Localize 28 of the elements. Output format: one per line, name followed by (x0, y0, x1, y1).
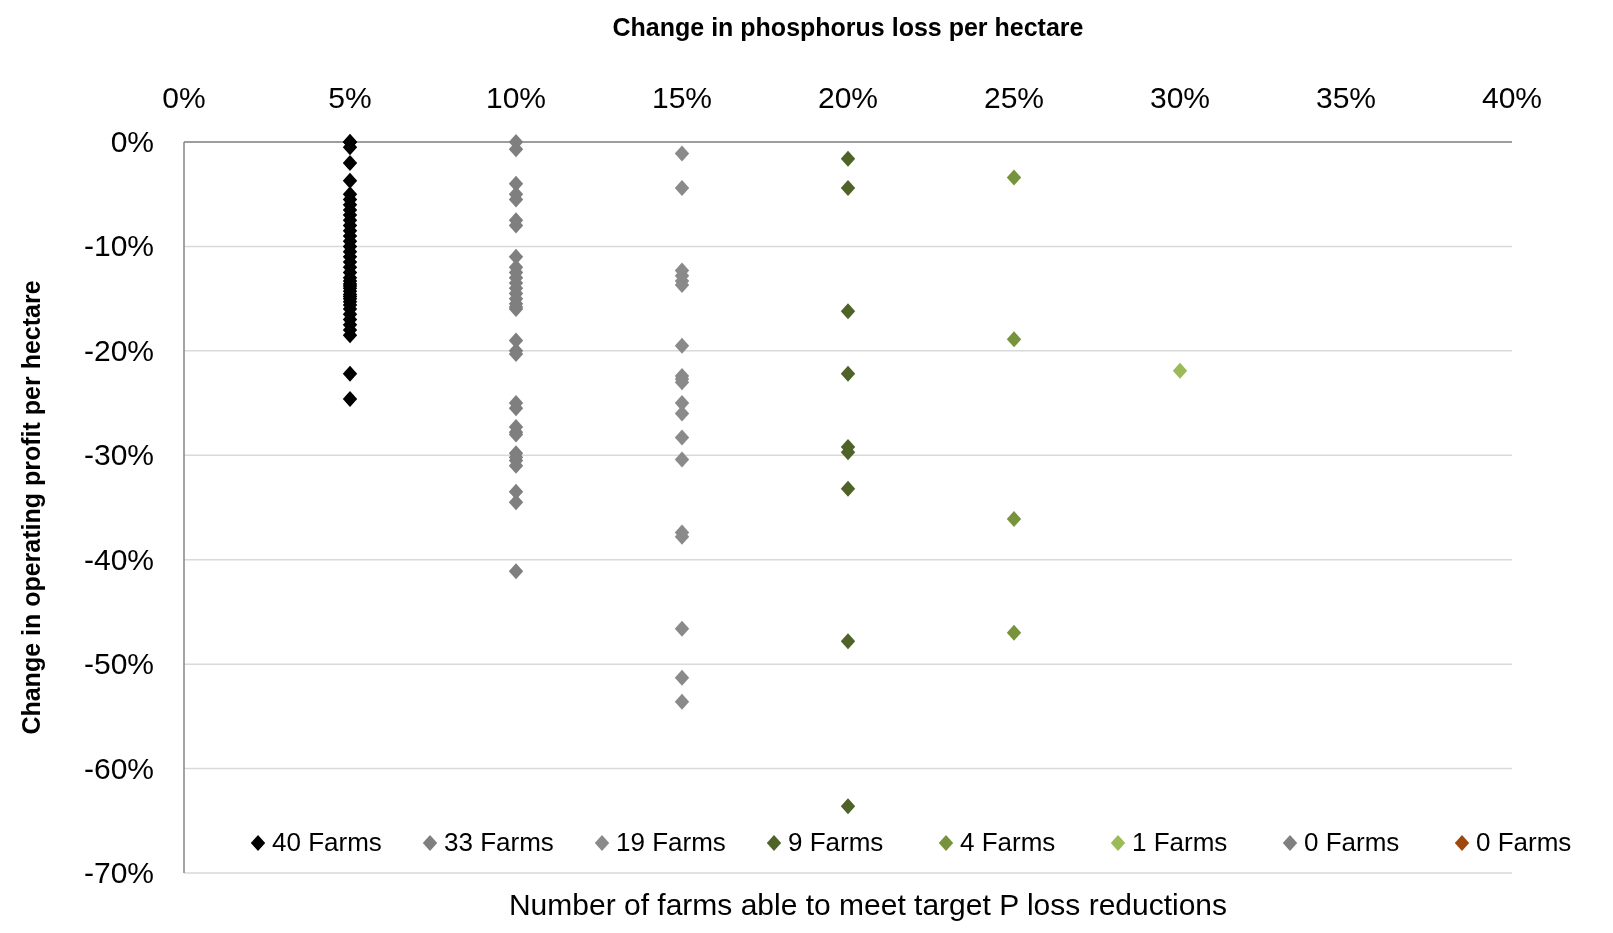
x-tick-label: 40% (1481, 81, 1543, 114)
y-tick-label: -50% (83, 647, 154, 681)
legend-label: 4 Farms (960, 827, 1056, 857)
x-tick-label: 35% (1315, 81, 1377, 114)
y-tick-label: -30% (83, 438, 154, 472)
x-tick-label: 20% (817, 81, 879, 114)
x-tick-label: 10% (485, 81, 547, 114)
y-axis-title: Change in operating profit per hectare (17, 280, 45, 735)
x-tick-label: 5% (328, 81, 372, 114)
y-tick-label: -10% (83, 229, 154, 263)
y-tick-label: 0% (110, 125, 154, 158)
y-tick-label: -70% (83, 856, 154, 889)
legend-label: 0 Farms (1476, 827, 1572, 857)
x-tick-label: 25% (983, 81, 1045, 114)
legend-label: 33 Farms (444, 827, 554, 857)
legend-label: 19 Farms (616, 827, 726, 857)
y-tick-label: -40% (83, 542, 154, 576)
x-tick-label: 30% (1149, 81, 1211, 114)
legend-label: 40 Farms (272, 827, 382, 857)
y-tick-label: -20% (83, 333, 154, 367)
x-axis-title: Change in phosphorus loss per hectare (612, 13, 1084, 41)
legend-label: 9 Farms (788, 827, 884, 857)
x-tick-label: 15% (651, 81, 713, 114)
legend-label: 1 Farms (1132, 827, 1228, 857)
legend-title: Number of farms able to meet target P loss reductions (508, 888, 1228, 921)
legend-label: 0 Farms (1304, 827, 1400, 857)
x-tick-label: 0% (162, 81, 206, 114)
y-tick-label: -60% (83, 751, 154, 785)
